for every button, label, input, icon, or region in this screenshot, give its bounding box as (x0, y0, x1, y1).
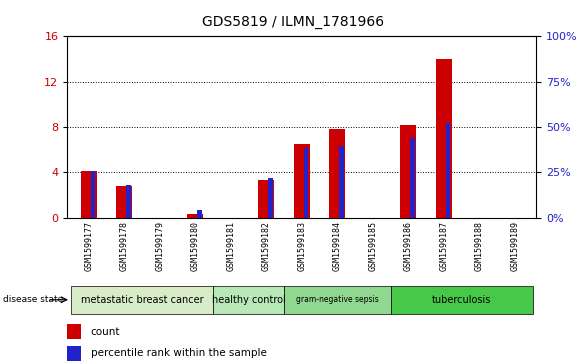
Text: GSM1599184: GSM1599184 (333, 221, 342, 271)
Text: percentile rank within the sample: percentile rank within the sample (91, 348, 267, 358)
Text: GSM1599181: GSM1599181 (226, 221, 235, 271)
Bar (329, 129, 345, 218)
Bar (197, 210, 202, 218)
Text: gram-negative sepsis: gram-negative sepsis (296, 295, 379, 304)
Text: GSM1599182: GSM1599182 (262, 221, 271, 271)
Text: GDS5819 / ILMN_1781966: GDS5819 / ILMN_1781966 (202, 15, 384, 29)
Bar (446, 123, 450, 218)
Bar (71, 286, 213, 314)
Text: healthy control: healthy control (212, 295, 285, 305)
Bar (258, 180, 274, 218)
Bar (188, 215, 203, 218)
Text: GSM1599187: GSM1599187 (440, 221, 448, 271)
Text: GSM1599186: GSM1599186 (404, 221, 413, 271)
Bar (213, 286, 284, 314)
Text: metastatic breast cancer: metastatic breast cancer (81, 295, 203, 305)
Text: GSM1599189: GSM1599189 (510, 221, 519, 271)
Bar (304, 148, 308, 218)
Bar (91, 171, 95, 218)
Bar (268, 178, 272, 218)
Bar (294, 144, 310, 218)
Bar (400, 125, 416, 218)
Text: GSM1599178: GSM1599178 (120, 221, 129, 271)
Text: GSM1599179: GSM1599179 (155, 221, 164, 271)
Bar (67, 346, 81, 361)
Bar (391, 286, 533, 314)
Bar (436, 59, 452, 218)
Text: GSM1599183: GSM1599183 (297, 221, 306, 271)
Text: GSM1599177: GSM1599177 (84, 221, 93, 271)
Bar (116, 186, 132, 218)
Bar (67, 324, 81, 339)
Text: tuberculosis: tuberculosis (432, 295, 491, 305)
Text: GSM1599185: GSM1599185 (369, 221, 377, 271)
Text: GSM1599188: GSM1599188 (475, 221, 484, 271)
Text: count: count (91, 327, 120, 337)
Bar (127, 185, 131, 218)
Bar (339, 146, 344, 218)
Text: disease state: disease state (3, 295, 63, 304)
Bar (81, 171, 97, 218)
Text: GSM1599180: GSM1599180 (191, 221, 200, 271)
Bar (284, 286, 391, 314)
Bar (410, 138, 415, 218)
